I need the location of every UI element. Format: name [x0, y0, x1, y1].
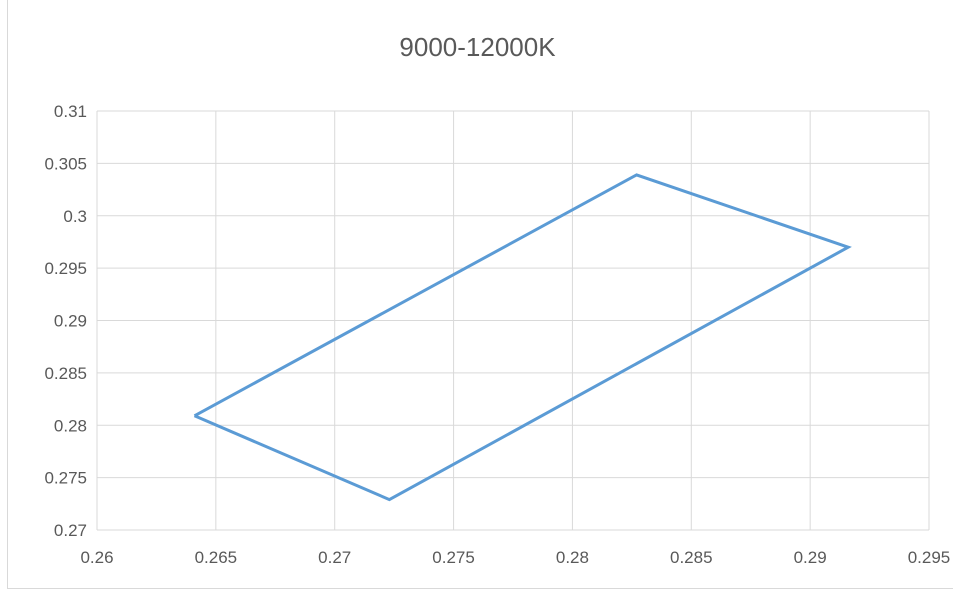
y-tick-label: 0.305 [44, 154, 87, 173]
series-line [193, 173, 852, 502]
x-tick-label: 0.28 [556, 548, 589, 567]
x-tick-label: 0.27 [318, 548, 351, 567]
x-tick-label: 0.285 [670, 548, 713, 567]
y-tick-label: 0.295 [44, 259, 87, 278]
y-tick-label: 0.27 [54, 521, 87, 540]
x-tick-label: 0.275 [432, 548, 475, 567]
x-tick-label: 0.26 [80, 548, 113, 567]
x-tick-label: 0.265 [195, 548, 238, 567]
chart-title: 9000-12000K [399, 32, 556, 62]
y-tick-label: 0.3 [63, 207, 87, 226]
y-tick-label: 0.285 [44, 364, 87, 383]
x-tick-label: 0.29 [794, 548, 827, 567]
x-tick-label: 0.295 [908, 548, 951, 567]
y-tick-label: 0.29 [54, 312, 87, 331]
y-tick-label: 0.31 [54, 102, 87, 121]
y-tick-label: 0.28 [54, 416, 87, 435]
y-tick-label: 0.275 [44, 469, 87, 488]
chart-area [7, 0, 953, 589]
